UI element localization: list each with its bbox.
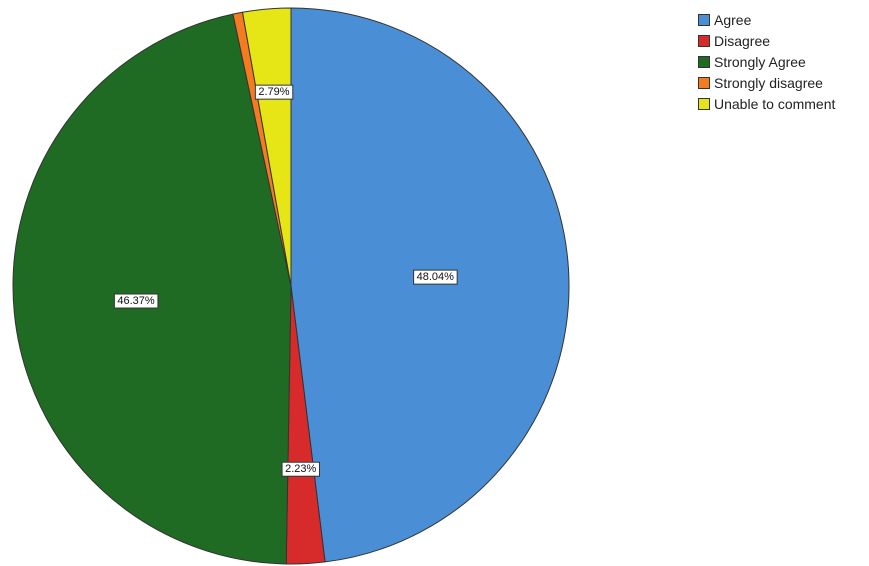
- legend-label-strongly-disagree: Strongly disagree: [714, 74, 823, 91]
- legend-swatch-agree: [698, 13, 710, 26]
- legend-label-agree: Agree: [714, 11, 752, 28]
- data-label-box-strongly-agree: [113, 293, 159, 309]
- legend-item-unable-to-comment: Unable to comment: [698, 93, 868, 114]
- legend-item-strongly-agree: Strongly Agree: [698, 51, 868, 72]
- pie-slice-unable-to-comment: [242, 7, 292, 287]
- pie-slice-strongly-agree: [12, 13, 292, 565]
- legend-item-disagree: Disagree: [698, 30, 868, 51]
- legend-label-disagree: Disagree: [714, 32, 771, 49]
- legend-swatch-strongly-agree: [698, 55, 710, 68]
- data-label-text-disagree: 2.23%: [285, 463, 316, 475]
- pie-slices: [12, 7, 570, 565]
- data-label-box-agree: [413, 269, 458, 285]
- legend-swatch-unable-to-comment: [698, 97, 710, 110]
- legend-swatch-strongly-disagree: [698, 76, 710, 89]
- pie-data-labels: 48.04% 2.23% 46.37% 2.79%: [113, 84, 458, 477]
- pie-slice-agree: [290, 7, 570, 563]
- data-label-text-strongly-agree: 46.37%: [117, 295, 155, 307]
- legend-swatch-disagree: [698, 34, 710, 47]
- data-label-text-agree: 48.04%: [417, 271, 455, 283]
- data-label-disagree: 2.23%: [281, 461, 320, 477]
- data-label-agree: 48.04%: [413, 269, 458, 285]
- legend-item-strongly-disagree: Strongly disagree: [698, 72, 868, 93]
- legend-label-unable-to-comment: Unable to comment: [714, 95, 836, 112]
- legend-item-agree: Agree: [698, 9, 868, 30]
- data-label-box-unable-to-comment: [254, 84, 294, 100]
- data-label-box-disagree: [281, 461, 320, 477]
- legend-label-strongly-agree: Strongly Agree: [714, 53, 806, 70]
- data-label-strongly-agree: 46.37%: [113, 293, 159, 309]
- chart-legend: Agree Disagree Strongly Agree Strongly d…: [698, 9, 868, 114]
- data-label-text-unable-to-comment: 2.79%: [258, 86, 289, 98]
- data-label-unable-to-comment: 2.79%: [254, 84, 294, 100]
